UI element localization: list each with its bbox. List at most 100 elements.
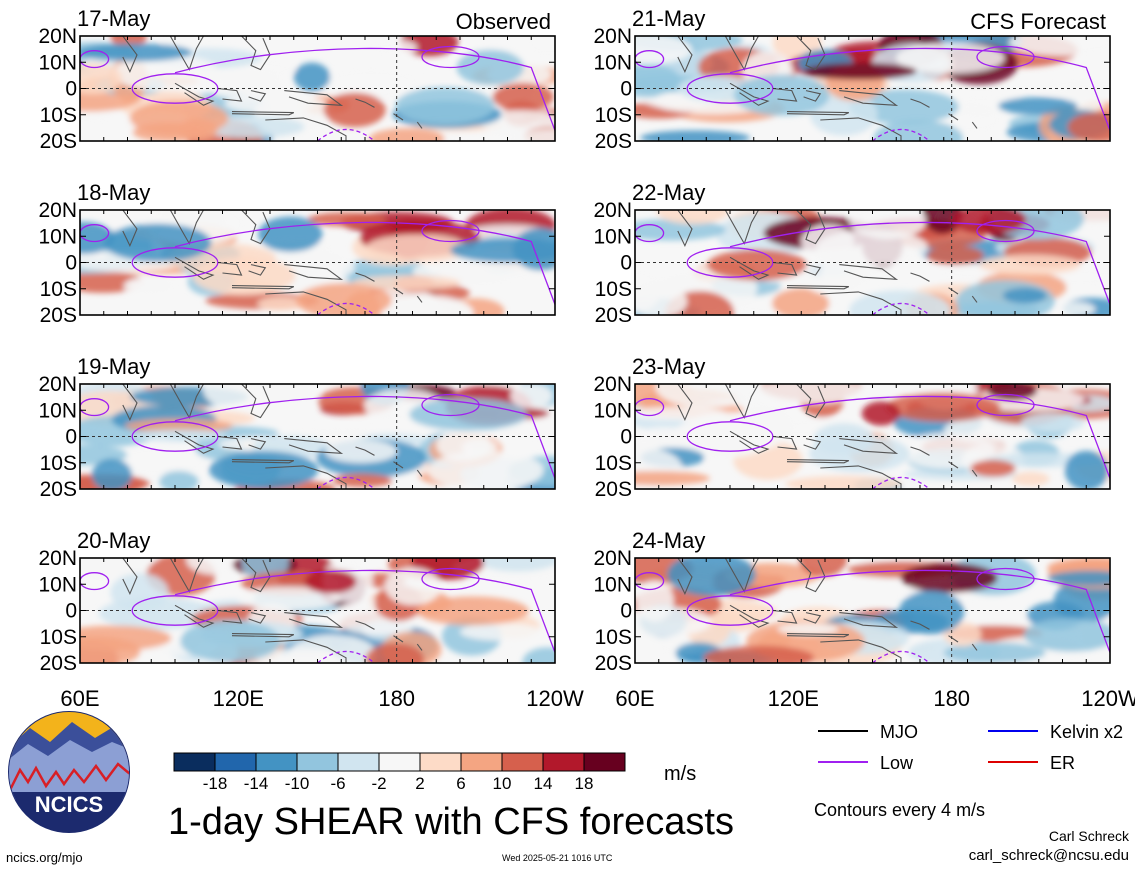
colorbar-units: m/s <box>664 763 697 785</box>
lat-label: 20S <box>40 130 77 153</box>
lat-label: 0 <box>620 78 632 101</box>
lon-label: 120W <box>526 686 584 711</box>
lat-label: 20S <box>40 478 77 501</box>
author-name: Carl Schreck <box>1048 828 1129 844</box>
contour-note: Contours every 4 m/s <box>814 800 986 820</box>
lat-label: 20S <box>595 652 632 675</box>
colorbar-tick-label: 18 <box>575 774 594 793</box>
panel-date: 18-May <box>77 180 150 205</box>
ncics-logo: NCICS <box>8 711 130 833</box>
map-panel: 20N 10N 0 10S 20S 17-May Observed <box>38 6 556 153</box>
lat-label: 10S <box>40 278 77 301</box>
colorbar-tick-label: -18 <box>203 774 228 793</box>
map-panel: 20N 10N 0 10S 20S 21-May CFS Forecast <box>593 6 1111 153</box>
panel-date: 21-May <box>632 6 705 31</box>
colorbar-bin <box>378 752 421 772</box>
site-url: ncics.org/mjo <box>6 850 83 865</box>
legend-label: MJO <box>880 722 918 742</box>
lat-label: 10N <box>38 51 77 74</box>
lat-label: 20N <box>593 547 632 570</box>
colorbar-bin <box>542 752 585 772</box>
lon-label: 120E <box>213 686 264 711</box>
colorbar-bin <box>337 752 380 772</box>
lat-label: 20S <box>595 130 632 153</box>
lat-label: 10N <box>593 51 632 74</box>
colorbar-tick-label: -10 <box>285 774 310 793</box>
forecast-heading: CFS Forecast <box>970 9 1106 34</box>
lat-label: 10S <box>595 626 632 649</box>
lat-label: 20S <box>40 304 77 327</box>
lon-label: 60E <box>615 686 654 711</box>
colorbar-bin <box>460 752 503 772</box>
lon-label: 180 <box>933 686 970 711</box>
lat-label: 0 <box>620 426 632 449</box>
colorbar-bin <box>419 752 462 772</box>
colorbar-bin <box>173 752 216 772</box>
legend-label: Kelvin x2 <box>1050 722 1123 742</box>
lat-label: 10N <box>593 573 632 596</box>
colorbar-bin <box>501 752 544 772</box>
map-panel: 20N 10N 0 10S 20S 24-May <box>593 528 1111 675</box>
colorbar-tick-label: 14 <box>534 774 553 793</box>
panel-date: 20-May <box>77 528 150 553</box>
lat-label: 0 <box>620 600 632 623</box>
colorbar-bin <box>296 752 339 772</box>
timestamp: Wed 2025-05-21 1016 UTC <box>502 853 613 863</box>
lat-label: 10S <box>40 104 77 127</box>
lat-label: 10N <box>38 399 77 422</box>
map-panel: 20N 10N 0 10S 20S 20-May <box>38 528 556 675</box>
map-panel: 20N 10N 0 10S 20S 18-May <box>38 180 556 327</box>
colorbar-bin <box>583 752 626 772</box>
lon-label: 60E <box>60 686 99 711</box>
lat-label: 10S <box>40 626 77 649</box>
lat-label: 20N <box>593 199 632 222</box>
lat-label: 20N <box>38 373 77 396</box>
lat-label: 10S <box>595 452 632 475</box>
legend-label: Low <box>880 753 914 773</box>
figure-title: 1-day SHEAR with CFS forecasts <box>168 801 734 843</box>
lat-label: 20N <box>38 25 77 48</box>
lat-label: 20N <box>38 547 77 570</box>
map-panel: 20N 10N 0 10S 20S 23-May <box>593 354 1111 501</box>
panel-date: 22-May <box>632 180 705 205</box>
lat-label: 0 <box>620 252 632 275</box>
legend-label: ER <box>1050 753 1075 773</box>
lat-label: 10S <box>595 278 632 301</box>
author-email: carl_schreck@ncsu.edu <box>968 847 1129 864</box>
map-panel: 20N 10N 0 10S 20S 22-May <box>593 180 1111 327</box>
lat-label: 20N <box>38 199 77 222</box>
lat-label: 20S <box>595 478 632 501</box>
panel-date: 24-May <box>632 528 705 553</box>
panel-date: 19-May <box>77 354 150 379</box>
colorbar-tick-label: 10 <box>493 774 512 793</box>
panel-date: 17-May <box>77 6 150 31</box>
lat-label: 10S <box>40 452 77 475</box>
colorbar-tick-label: 2 <box>415 774 424 793</box>
lat-label: 0 <box>65 78 77 101</box>
panel-date: 23-May <box>632 354 705 379</box>
logo-text: NCICS <box>35 792 103 817</box>
colorbar: -18 -14 -10 -6 -2 2 6 10 14 18 <box>173 752 626 793</box>
colorbar-bin <box>255 752 298 772</box>
lon-label: 180 <box>378 686 415 711</box>
lat-label: 0 <box>65 252 77 275</box>
lon-label: 120W <box>1081 686 1135 711</box>
colorbar-tick-label: -2 <box>371 774 386 793</box>
lat-label: 20S <box>595 304 632 327</box>
legend: MJO Kelvin x2 Low ER <box>818 722 1123 773</box>
lon-label: 120E <box>768 686 819 711</box>
lat-label: 20S <box>40 652 77 675</box>
lat-label: 0 <box>65 600 77 623</box>
map-panel: 20N 10N 0 10S 20S 19-May <box>38 354 556 501</box>
lat-label: 20N <box>593 373 632 396</box>
colorbar-bin <box>214 752 257 772</box>
observed-heading: Observed <box>456 9 551 34</box>
lat-label: 10N <box>593 399 632 422</box>
lat-label: 10N <box>593 225 632 248</box>
lat-label: 0 <box>65 426 77 449</box>
colorbar-tick-label: -14 <box>244 774 269 793</box>
colorbar-tick-label: -6 <box>330 774 345 793</box>
lat-label: 20N <box>593 25 632 48</box>
lat-label: 10N <box>38 225 77 248</box>
